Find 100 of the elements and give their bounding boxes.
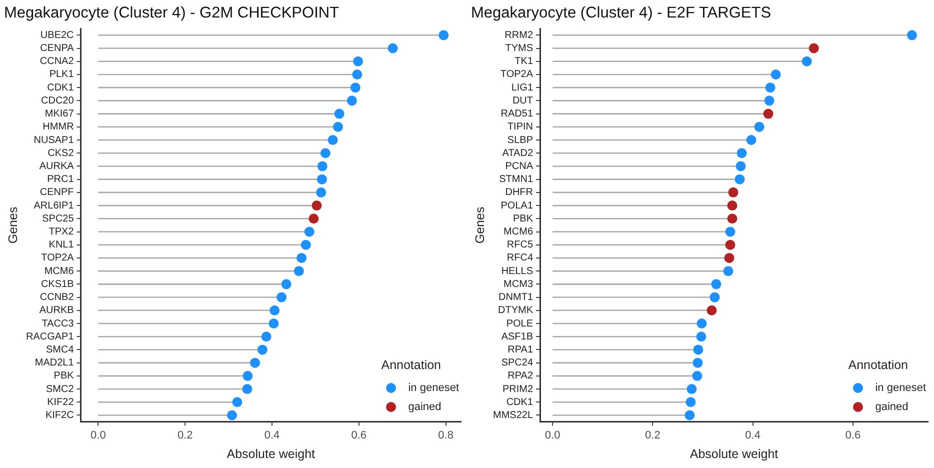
y-tick-label: TPX2 xyxy=(48,226,74,238)
y-tick-label: MCM6 xyxy=(44,266,74,277)
y-tick-label: AURKA xyxy=(39,160,74,172)
point xyxy=(706,305,717,316)
point xyxy=(270,305,280,316)
legend-label: in geneset xyxy=(408,382,459,394)
point xyxy=(808,43,819,54)
y-tick-label: TOP2A xyxy=(41,252,74,264)
y-tick-label: PRIM2 xyxy=(502,384,534,395)
x-tick-label: 0.0 xyxy=(90,429,106,442)
y-tick-label: TOP2A xyxy=(500,69,534,80)
y-tick-label: CCNA2 xyxy=(40,56,74,68)
chart-title: Megakaryocyte (Cluster 4) - G2M CHECKPOINT xyxy=(4,4,340,22)
point xyxy=(257,344,268,355)
point xyxy=(281,279,292,290)
point xyxy=(765,82,776,93)
point xyxy=(353,56,364,66)
point xyxy=(696,332,706,342)
y-tick-label: DNMT1 xyxy=(498,292,534,304)
y-tick-label: SLBP xyxy=(507,134,534,146)
point xyxy=(723,266,734,276)
point xyxy=(684,410,695,420)
point xyxy=(333,122,344,132)
point xyxy=(692,370,702,381)
legend-label: gained xyxy=(875,400,908,412)
y-tick-label: SMC2 xyxy=(46,384,74,395)
point xyxy=(294,266,304,276)
point xyxy=(316,174,327,184)
x-tick-label: 0.2 xyxy=(645,429,660,442)
y-tick-label: TYMS xyxy=(505,43,534,54)
y-tick-label: MAD2L1 xyxy=(34,358,74,369)
point xyxy=(312,200,322,211)
y-tick-label: DHFR xyxy=(505,187,534,198)
y-tick-label: MKI67 xyxy=(44,108,74,120)
y-tick-label: HMMR xyxy=(42,122,74,133)
point xyxy=(350,82,360,93)
y-tick-label: TIPIN xyxy=(507,122,534,133)
y-axis-title: Genes xyxy=(472,206,487,244)
y-tick-label: MCM6 xyxy=(504,226,534,238)
legend-title: Annotation xyxy=(848,358,910,372)
point xyxy=(250,358,260,368)
point xyxy=(388,43,398,54)
point xyxy=(304,226,314,237)
point xyxy=(763,108,774,119)
y-tick-label: DUT xyxy=(512,95,534,106)
point xyxy=(232,397,242,408)
point xyxy=(727,214,738,224)
point xyxy=(317,161,328,172)
y-tick-label: RACGAP1 xyxy=(26,331,74,342)
legend-label: in geneset xyxy=(875,382,926,394)
point xyxy=(736,148,747,158)
point xyxy=(734,174,745,184)
y-tick-label: CDK1 xyxy=(47,82,74,94)
y-tick-label: RAD51 xyxy=(500,108,534,120)
y-tick-label: STMN1 xyxy=(499,174,534,186)
y-tick-label: TK1 xyxy=(514,56,534,68)
point xyxy=(438,30,449,40)
point xyxy=(693,344,704,355)
point xyxy=(300,240,311,250)
y-tick-label: SPC24 xyxy=(501,358,534,369)
point xyxy=(728,187,738,198)
point xyxy=(696,318,707,328)
point xyxy=(754,122,764,132)
y-tick-label: CENPF xyxy=(40,187,74,198)
x-tick-label: 0.0 xyxy=(544,429,560,442)
point xyxy=(328,135,338,146)
y-tick-label: LIG1 xyxy=(511,82,534,94)
x-tick-label: 0.6 xyxy=(351,429,367,442)
point xyxy=(746,135,756,146)
legend-label: gained xyxy=(408,400,442,412)
y-tick-label: KIF22 xyxy=(47,396,74,408)
y-tick-label: POLE xyxy=(506,318,534,330)
point xyxy=(334,108,344,119)
x-tick-label: 0.6 xyxy=(845,429,861,442)
y-tick-label: AURKB xyxy=(39,305,74,316)
point xyxy=(764,96,774,106)
y-tick-label: ATAD2 xyxy=(502,148,534,159)
x-tick-label: 0.4 xyxy=(745,429,760,442)
point xyxy=(242,384,252,394)
y-tick-label: UBE2C xyxy=(40,30,74,41)
y-tick-label: CKS2 xyxy=(48,148,74,159)
y-tick-label: KNL1 xyxy=(48,240,74,251)
point xyxy=(316,187,326,198)
y-tick-label: CKS1B xyxy=(40,278,74,290)
x-tick-label: 0.2 xyxy=(177,429,193,442)
y-tick-label: CDC20 xyxy=(40,95,74,106)
y-tick-label: MMS22L xyxy=(493,410,534,421)
point xyxy=(320,148,330,158)
point xyxy=(352,69,362,80)
point xyxy=(686,397,696,408)
point xyxy=(261,332,272,342)
y-tick-label: RFC4 xyxy=(506,252,534,264)
point xyxy=(692,358,703,368)
point xyxy=(736,161,746,172)
y-tick-label: RPA2 xyxy=(508,370,534,382)
y-tick-label: RPA1 xyxy=(508,344,534,356)
y-tick-label: DTYMK xyxy=(498,305,534,316)
chart-title: Megakaryocyte (Cluster 4) - E2F TARGETS xyxy=(471,4,772,22)
y-tick-label: PCNA xyxy=(505,160,534,172)
y-tick-label: MCM3 xyxy=(504,278,534,290)
